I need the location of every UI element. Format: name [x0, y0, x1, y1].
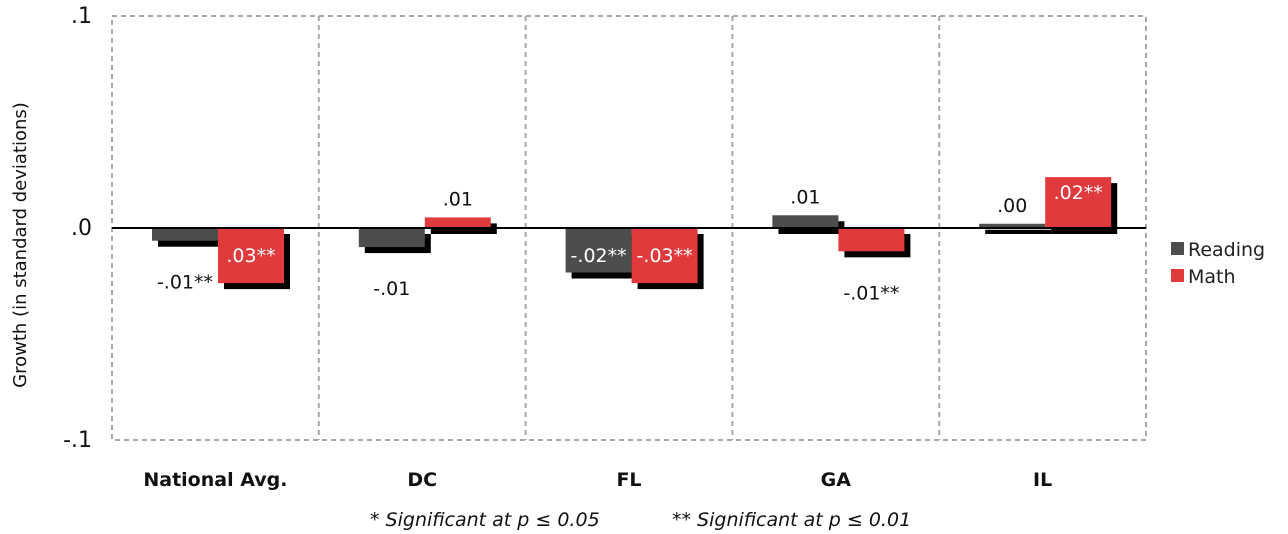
data-label: -.01** [843, 282, 899, 304]
x-category-label: FL [616, 469, 641, 491]
bar-reading [772, 215, 838, 228]
data-label: -.01** [157, 272, 213, 294]
legend-label: Math [1188, 266, 1236, 288]
data-label: -.01 [373, 278, 410, 300]
x-category-label: IL [1033, 469, 1052, 491]
bar-reading [359, 228, 425, 247]
x-category-label: GA [821, 469, 852, 491]
bar-math [425, 217, 491, 228]
data-label: .00 [997, 195, 1027, 217]
y-tick-label: -.1 [63, 428, 92, 453]
x-axis: National Avg. DC FL GA IL [143, 469, 1052, 491]
y-axis: .1 .0 -.1 [63, 4, 92, 453]
data-label: -.02** [571, 245, 627, 267]
x-category-label: National Avg. [143, 469, 287, 491]
footnote-p01: ** Significant at p ≤ 0.01 [672, 509, 911, 531]
bar-math [838, 228, 904, 251]
legend-swatch [1171, 269, 1184, 282]
y-tick-label: .1 [71, 4, 92, 29]
y-axis-label: Growth (in standard deviations) [10, 102, 31, 388]
data-label: .02** [1054, 182, 1103, 204]
legend-swatch [1171, 242, 1184, 255]
y-tick-label: .0 [71, 216, 92, 241]
data-label: -.03** [637, 245, 693, 267]
legend: Reading Math [1171, 239, 1265, 288]
data-label: .03** [226, 245, 275, 267]
legend-label: Reading [1188, 239, 1265, 261]
data-label: .01 [790, 186, 820, 208]
footnote-p05: * Significant at p ≤ 0.05 [370, 509, 600, 531]
bar-shadow [985, 230, 1051, 234]
footnotes: * Significant at p ≤ 0.05 ** Significant … [370, 509, 911, 531]
data-label: .01 [443, 188, 473, 210]
bar-reading [152, 228, 218, 241]
bars: -.01** .03** -.01 .01 -.02** -.03** .01 -.01**.… [112, 177, 1146, 304]
x-category-label: DC [407, 469, 437, 491]
